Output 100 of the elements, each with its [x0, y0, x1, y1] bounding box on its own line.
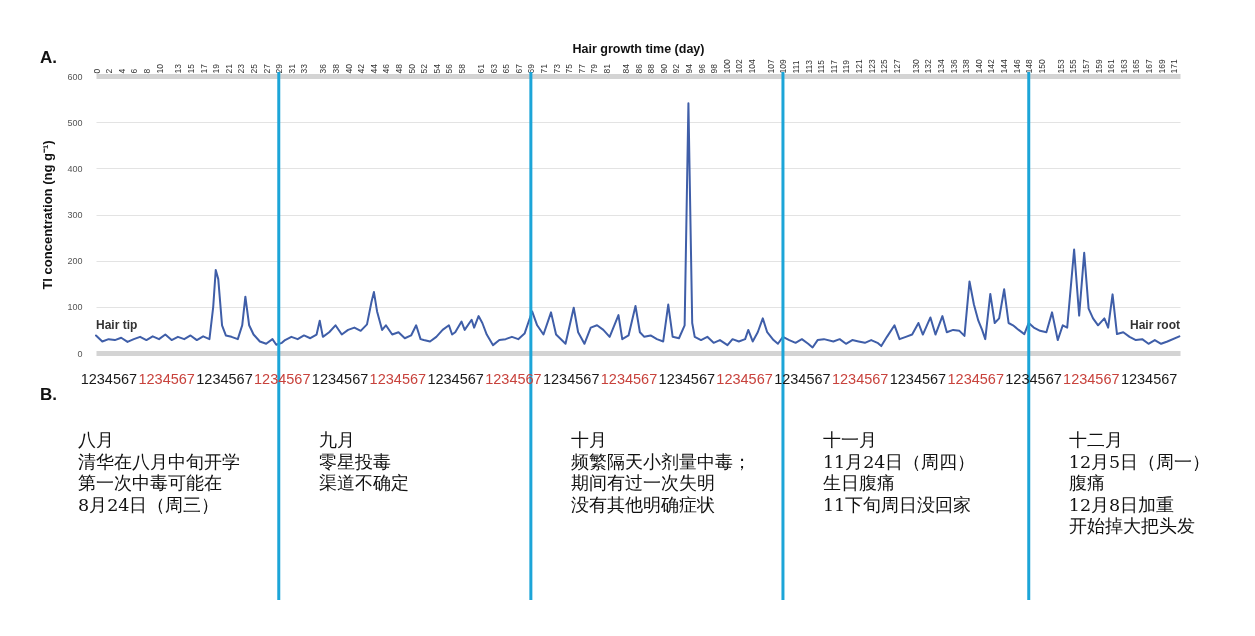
- x-tick-label: 58: [457, 63, 468, 74]
- x-tick-label: 109: [778, 59, 789, 74]
- x-tick-label: 31: [286, 63, 297, 74]
- text: 1234567: [1063, 371, 1120, 387]
- x-tick-label: 54: [431, 63, 442, 74]
- x-tick-label: 113: [803, 59, 814, 74]
- x-tick-label: 144: [999, 59, 1010, 74]
- x-axis-title: Hair growth time (day): [572, 42, 705, 57]
- x-tick-label: 46: [381, 63, 392, 74]
- y-tick-label: 600: [67, 71, 83, 82]
- x-tick-label: 21: [223, 63, 234, 74]
- x-tick-label: 19: [211, 63, 222, 74]
- text: 渠道不确定: [318, 473, 409, 493]
- text: 12月8日加重: [1068, 494, 1175, 515]
- text: 零星投毒: [318, 451, 391, 472]
- x-tick-label: 140: [973, 59, 984, 74]
- x-tick-label: 104: [746, 59, 757, 74]
- x-tick-label: 71: [538, 63, 549, 74]
- x-tick-label: 79: [589, 63, 600, 74]
- x-tick-label: 132: [923, 59, 934, 74]
- text: A.: [40, 48, 57, 67]
- text: 生日腹痛: [822, 473, 895, 493]
- x-tick-label: 73: [551, 63, 562, 74]
- y-tick-label: 200: [67, 256, 83, 267]
- text: 1234567: [80, 371, 138, 387]
- x-tick-label: 2: [104, 68, 115, 74]
- text: 第一次中毒可能在: [78, 473, 222, 493]
- x-tick-label: 8: [141, 68, 152, 74]
- x-tick-label: 167: [1143, 59, 1154, 74]
- x-tick-label: 153: [1055, 59, 1066, 74]
- x-tick-label: 90: [658, 63, 669, 74]
- x-tick-label: 161: [1106, 59, 1117, 74]
- text: 11月24日（周四）: [822, 451, 976, 472]
- annotation: Hair tip: [96, 318, 138, 332]
- x-tick-label: 4: [116, 68, 127, 74]
- x-tick-label: 121: [854, 59, 865, 74]
- text: 1234567: [1120, 371, 1178, 387]
- x-tick-label: 67: [513, 63, 524, 74]
- x-tick-label: 159: [1093, 59, 1104, 74]
- x-tick-label: 84: [620, 63, 631, 74]
- text: 1234567: [311, 371, 369, 387]
- line-series: [95, 102, 1181, 349]
- y-tick-label: 0: [77, 348, 83, 359]
- x-tick-label: 155: [1068, 59, 1079, 74]
- y-tick-label: 100: [67, 302, 83, 313]
- text: 1234567: [369, 371, 427, 387]
- x-tick-label: 102: [734, 59, 745, 74]
- x-tick-label: 117: [828, 59, 839, 74]
- x-tick-label: 150: [1036, 59, 1047, 74]
- x-tick-label: 96: [696, 63, 707, 74]
- y-axis-title: Tl concentration (ng g⁻¹): [40, 140, 56, 290]
- x-tick-label: 100: [721, 59, 732, 74]
- text: 8月24日（周三）: [78, 494, 220, 515]
- x-tick-label: 42: [356, 63, 367, 74]
- text: 清华在八月中旬开学: [78, 451, 240, 472]
- text: 腹痛: [1068, 473, 1105, 493]
- x-tick-label: 56: [444, 63, 455, 74]
- x-tick-label: 138: [961, 59, 972, 74]
- text: 1234567: [658, 371, 716, 387]
- x-tick-label: 94: [683, 63, 694, 74]
- x-tick-label: 15: [186, 63, 197, 74]
- text: 1234567: [889, 371, 947, 387]
- x-tick-label: 23: [236, 63, 247, 74]
- y-tick-label: 400: [67, 163, 83, 174]
- x-tick-label: 40: [343, 63, 354, 74]
- text: 11下旬周日没回家: [822, 494, 972, 515]
- text: 1234567: [542, 371, 600, 387]
- text: 九月: [318, 430, 355, 450]
- text: 十月: [570, 430, 607, 450]
- x-tick-label: 88: [646, 63, 657, 74]
- x-tick-label: 6: [129, 68, 140, 74]
- x-tick-label: 98: [709, 63, 720, 74]
- text: 十一月: [822, 430, 877, 450]
- x-tick-label: 130: [910, 59, 921, 74]
- x-tick-label: 92: [671, 63, 682, 74]
- x-tick-label: 86: [633, 63, 644, 74]
- x-tick-label: 65: [501, 63, 512, 74]
- x-tick-label: 107: [765, 59, 776, 74]
- x-tick-label: 123: [866, 59, 877, 74]
- x-tick-label: 77: [576, 63, 587, 74]
- x-tick-label: 157: [1080, 59, 1091, 74]
- text: 期间有过一次失明: [570, 473, 715, 493]
- text: 1234567: [600, 371, 658, 387]
- x-tick-label: 48: [394, 63, 405, 74]
- text: 12月5日（周一）: [1068, 451, 1211, 472]
- text: 1234567: [138, 371, 195, 387]
- x-tick-label: 171: [1169, 59, 1180, 74]
- x-tick-label: 27: [261, 63, 272, 74]
- x-tick-label: 165: [1131, 59, 1142, 74]
- text: 1234567: [831, 371, 889, 387]
- x-tick-label: 169: [1156, 59, 1167, 74]
- x-tick-label: 111: [791, 60, 802, 74]
- text: B.: [40, 385, 57, 404]
- x-tick-label: 36: [318, 63, 329, 74]
- text: 十二月: [1068, 430, 1123, 450]
- x-tick-label: 127: [891, 59, 902, 74]
- x-tick-label: 75: [564, 63, 575, 74]
- text: 1234567: [196, 371, 253, 387]
- x-tick-label: 52: [419, 63, 430, 74]
- x-tick-label: 0: [91, 68, 102, 74]
